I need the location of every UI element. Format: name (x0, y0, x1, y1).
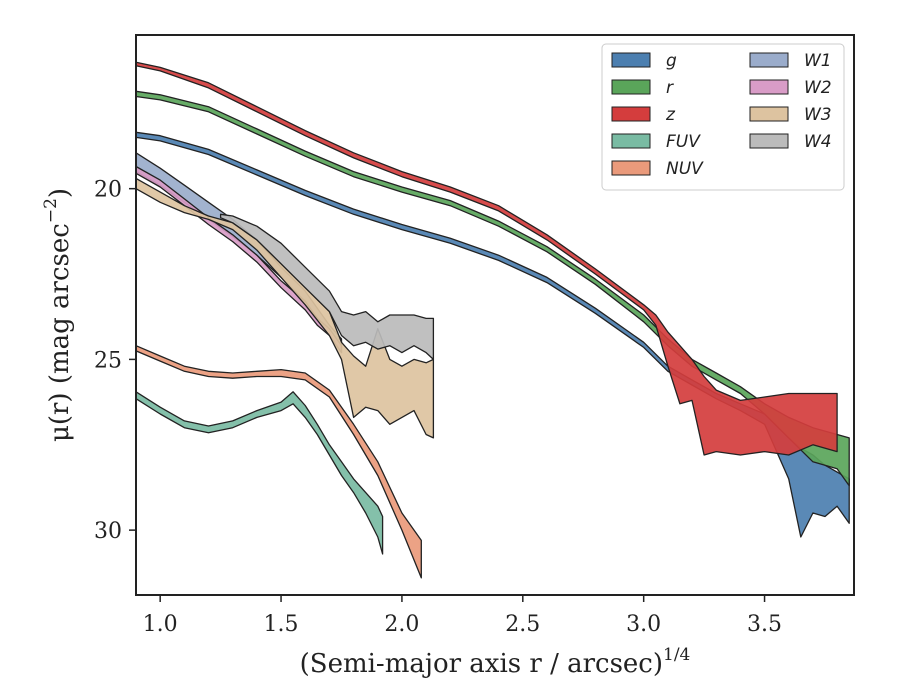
y-tick-label: 25 (94, 348, 122, 373)
legend-label-W1: W1 (804, 51, 832, 71)
legend-swatch-W1 (749, 52, 789, 68)
legend-label-NUV: NUV (666, 159, 704, 179)
legend-label-z: z (665, 105, 676, 125)
legend-label-W2: W2 (804, 78, 832, 98)
y-axis-label: μ(r) (mag arcsec−2) (41, 188, 75, 442)
x-tick-label: 1.5 (264, 612, 299, 637)
band-g (135, 131, 850, 538)
band-W4 (219, 213, 435, 361)
series-bands (135, 61, 850, 579)
band-W1 (135, 152, 343, 354)
legend-label-g: g (666, 51, 677, 71)
x-tick-label: 2.5 (505, 612, 540, 637)
legend-swatch-NUV (611, 160, 651, 176)
x-tick-label: 1.0 (143, 612, 178, 637)
band-z (135, 61, 838, 456)
band-NUV (135, 345, 422, 579)
legend-swatch-W2 (749, 79, 789, 95)
legend-swatch-FUV (611, 133, 651, 149)
legend: grz FUV NUV W1 W2 W3 W4 (601, 43, 845, 191)
x-tick-label: 2.0 (384, 612, 419, 637)
y-axis-ticks: 20 25 30 (94, 178, 136, 544)
band-r (135, 90, 850, 487)
y-tick-label: 30 (94, 519, 122, 544)
legend-swatch-W4 (749, 133, 789, 149)
legend-swatch-g (611, 52, 651, 68)
x-tick-label: 3.0 (626, 612, 661, 637)
legend-label-W3: W3 (804, 105, 832, 125)
x-axis-ticks: 1.0 1.5 2.0 2.5 3.0 3.5 (143, 595, 782, 637)
x-axis-label: (Semi-major axis r / arcsec)1/4 (300, 645, 691, 679)
legend-swatch-r (611, 79, 651, 95)
y-tick-label: 20 (94, 178, 122, 203)
x-tick-label: 3.5 (747, 612, 782, 637)
band-FUV (135, 391, 384, 555)
legend-swatch-z (611, 106, 651, 122)
legend-label-FUV: FUV (666, 132, 701, 152)
legend-label-r: r (666, 78, 674, 98)
legend-label-W4: W4 (804, 132, 832, 152)
plot-frame (135, 34, 855, 596)
legend-swatch-W3 (749, 106, 789, 122)
